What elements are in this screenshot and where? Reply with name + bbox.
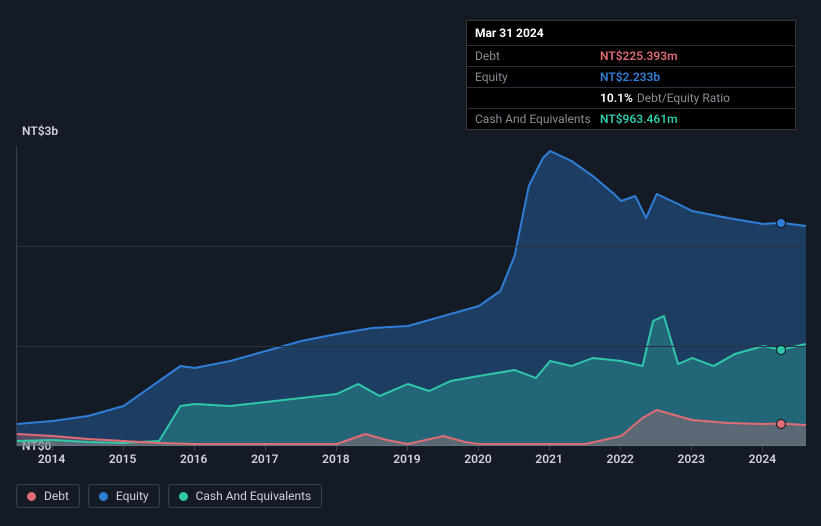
x-axis-tick-label: 2014 [38, 452, 65, 466]
x-axis-tick [620, 446, 621, 451]
x-axis-tick [407, 446, 408, 451]
x-axis-tick-label: 2015 [109, 452, 136, 466]
x-axis-tick-label: 2021 [535, 452, 562, 466]
x-axis-tick-label: 2023 [678, 452, 705, 466]
tooltip-row-label: Debt [475, 49, 600, 63]
legend-item[interactable]: Cash And Equivalents [168, 484, 323, 508]
legend-dot-icon [179, 492, 188, 501]
series-marker [776, 218, 786, 228]
x-axis-tick [265, 446, 266, 451]
tooltip-row-label: Equity [475, 70, 600, 84]
x-axis-labels: 2014 2015 2016 2017 2018 2019 2020 2021 2022 2023… [16, 452, 805, 472]
tooltip-row-label: Cash And Equivalents [475, 112, 600, 126]
gridline [17, 346, 805, 347]
x-axis-tick [762, 446, 763, 451]
legend-dot-icon [99, 492, 108, 501]
chart-tooltip: Mar 31 2024 DebtNT$225.393mEquityNT$2.23… [466, 20, 796, 130]
x-axis-tick-label: 2016 [180, 452, 207, 466]
x-axis-tick [52, 446, 53, 451]
legend-item[interactable]: Debt [16, 484, 80, 508]
x-axis-tick [194, 446, 195, 451]
tooltip-row-value: NT$963.461m [600, 112, 678, 126]
x-axis-tick [336, 446, 337, 451]
x-axis-tick-label: 2022 [606, 452, 633, 466]
tooltip-row-value: 10.1% [600, 91, 633, 105]
y-axis-label-max: NT$3b [22, 124, 58, 138]
tooltip-row: Cash And EquivalentsNT$963.461m [467, 109, 795, 129]
chart-legend: Debt Equity Cash And Equivalents [16, 484, 322, 508]
legend-label: Cash And Equivalents [196, 489, 312, 503]
x-axis-tick [549, 446, 550, 451]
tooltip-row-value: NT$2.233b [600, 70, 660, 84]
tooltip-row: DebtNT$225.393m [467, 46, 795, 67]
x-axis-tick-label: 2019 [393, 452, 420, 466]
legend-item[interactable]: Equity [88, 484, 160, 508]
x-axis-tick-label: 2018 [322, 452, 349, 466]
chart-plot-area[interactable] [16, 146, 805, 446]
tooltip-row: 10.1% Debt/Equity Ratio [467, 88, 795, 109]
chart-svg [17, 146, 806, 446]
series-marker [776, 345, 786, 355]
x-axis-tick-label: 2017 [251, 452, 278, 466]
legend-label: Debt [44, 489, 69, 503]
legend-label: Equity [116, 489, 149, 503]
series-marker [776, 419, 786, 429]
x-axis-tick [123, 446, 124, 451]
tooltip-row-value: NT$225.393m [600, 49, 678, 63]
tooltip-row-suffix: Debt/Equity Ratio [637, 91, 730, 105]
legend-dot-icon [27, 492, 36, 501]
tooltip-row: EquityNT$2.233b [467, 67, 795, 88]
x-axis-tick-label: 2020 [464, 452, 491, 466]
x-axis-tick-label: 2024 [749, 452, 776, 466]
gridline [17, 246, 805, 247]
x-axis-tick [478, 446, 479, 451]
tooltip-date: Mar 31 2024 [467, 21, 795, 46]
tooltip-row-label [475, 91, 600, 105]
x-axis-tick [691, 446, 692, 451]
